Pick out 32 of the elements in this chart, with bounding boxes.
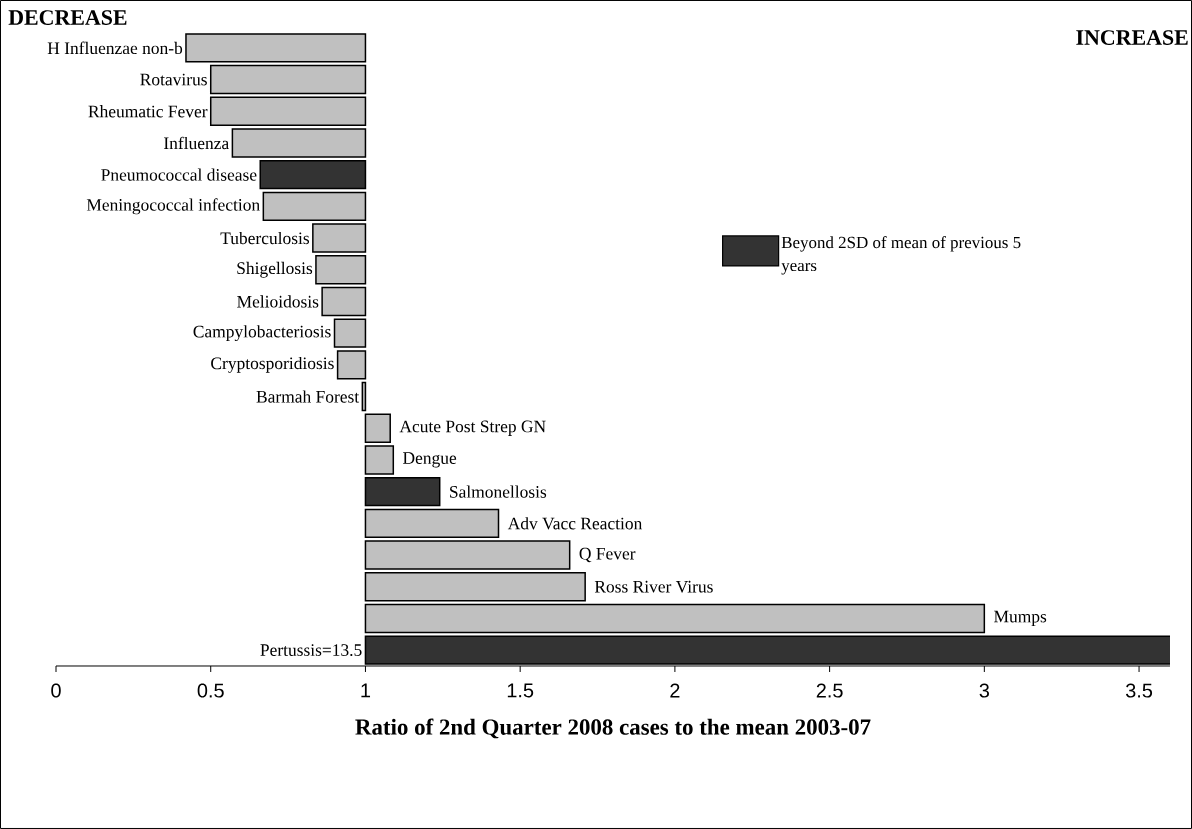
text: DECREASE <box>8 10 127 25</box>
legend-label: Beyond 2SD of mean of previous 5 years <box>781 236 1021 275</box>
y-tick-label: Campylobacteriosis <box>193 325 331 342</box>
y-tick-label: Dengue <box>403 452 457 468</box>
x-tick-label: 3.5 <box>1125 683 1153 698</box>
y-tick-label: Pneumococcal disease <box>101 168 257 181</box>
y-tick-label: Shigellosis <box>237 261 313 278</box>
y-tick-label: Melioidosis <box>237 295 319 308</box>
y-tick-label: Mumps <box>994 610 1047 627</box>
y-tick-label: Barmah Forest <box>256 390 360 403</box>
annotation: INCREASE <box>1076 30 1188 45</box>
y-tick-label: Rheumatic Fever <box>88 105 208 118</box>
y-tick-label: Ross River Virus <box>594 580 713 593</box>
y-tick-label: Pertussis=13.5 <box>260 644 362 657</box>
y-tick-label: Acute Post Strep GN <box>399 420 546 436</box>
y-tick-label: Meningococcal infection <box>86 198 260 215</box>
x-tick-label: 1 <box>361 683 371 698</box>
y-tick-label: Adv Vacc Reaction <box>507 517 643 530</box>
y-tick-label: Salmonellosis <box>450 485 547 498</box>
x-tick-label: 3 <box>979 683 989 698</box>
x-axis-title: Ratio of 2nd Quarter 2008 cases to the mean 2003-07 <box>355 718 871 739</box>
y-tick-label: Q Fever <box>579 547 636 563</box>
x-tick-label: 1.5 <box>507 683 534 698</box>
x-tick-label: 0.5 <box>197 683 224 698</box>
y-tick-label: Rotavirus <box>140 73 207 86</box>
x-tick-label: 2 <box>670 683 680 698</box>
y-tick-label: Influenza <box>163 136 229 150</box>
x-tick-label: 2.5 <box>816 683 843 698</box>
y-tick-label: H Influenzae non-b <box>47 41 183 55</box>
x-tick-label: 0 <box>51 683 61 698</box>
y-tick-label: Cryptosporidiosis <box>211 356 334 373</box>
y-tick-label: Tuberculosis <box>220 231 310 245</box>
